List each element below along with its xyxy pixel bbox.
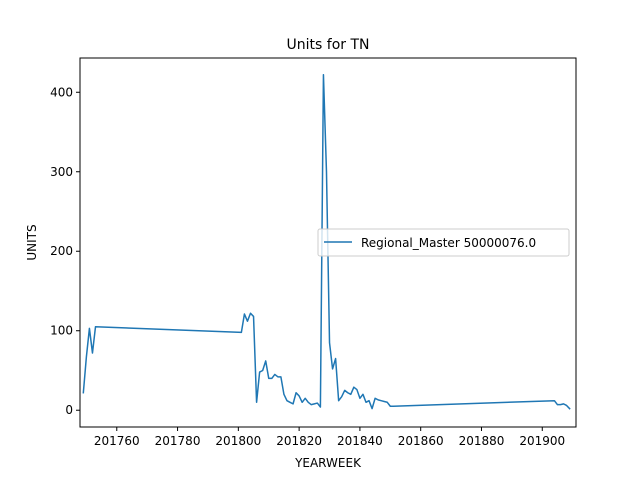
legend-box (317, 228, 570, 257)
x-tick-label: 201800 (215, 434, 261, 448)
x-tick-label: 201780 (155, 434, 201, 448)
x-tick-label: 201880 (459, 434, 505, 448)
x-tick-label: 201900 (519, 434, 565, 448)
plot-frame (79, 57, 577, 428)
y-axis-label: UNITS (25, 224, 39, 260)
y-tick-label: 0 (65, 403, 73, 417)
x-tick-label: 201820 (276, 434, 322, 448)
y-tick-label: 300 (50, 165, 73, 179)
x-tick-label: 201860 (398, 434, 444, 448)
y-tick-label: 100 (50, 324, 73, 338)
series-line-0 (82, 74, 571, 410)
x-tick-label: 201760 (94, 434, 140, 448)
legend: Regional_Master 50000076.0 (317, 228, 570, 257)
series-line-group (82, 74, 571, 410)
x-tick-label: 201840 (337, 434, 383, 448)
chart-title: Units for TN (287, 37, 370, 53)
y-tick-label: 200 (50, 244, 73, 258)
x-axis: 201760 201780 201800 201820 201840 201860 2018… (94, 427, 565, 448)
legend-label: Regional_Master 50000076.0 (361, 236, 536, 250)
y-axis: 0 100 200 300 400 (50, 85, 80, 417)
y-tick-label: 400 (50, 85, 73, 99)
x-axis-label: YEARWEEK (294, 456, 362, 470)
